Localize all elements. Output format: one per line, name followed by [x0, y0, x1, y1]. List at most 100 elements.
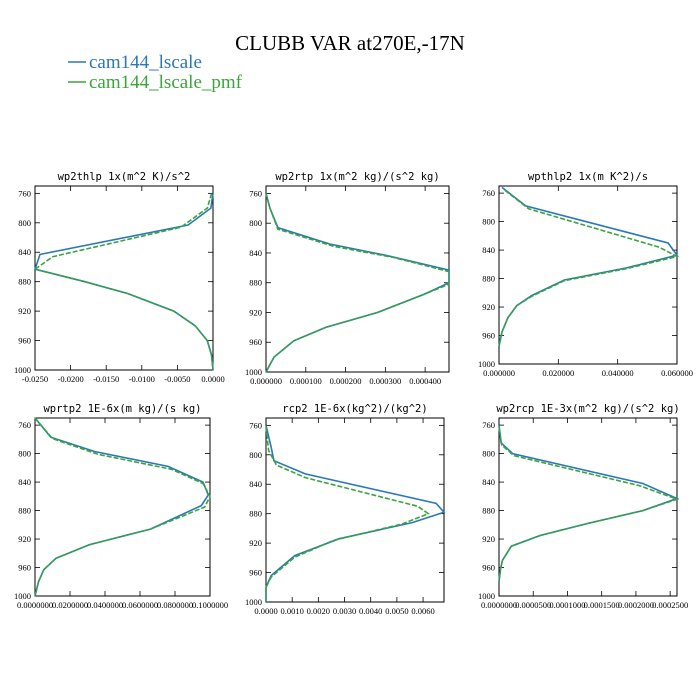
y-tick-label: 880 — [249, 509, 262, 519]
y-tick-label: 760 — [18, 188, 31, 198]
panel-title: wpthlp2 1x(m K^2)/s — [528, 171, 648, 183]
panel-title: wp2rcp 1E-3x(m^2 kg)/(s^2 kg) — [496, 403, 679, 415]
y-tick-label: 920 — [249, 307, 262, 317]
y-tick-label: 760 — [249, 420, 262, 430]
series-line-cam144_lscale_pmf — [265, 426, 430, 602]
panel-4: wprtp2 1E-6x(m kg)/(s kg) 760 800 840 880 920… — [14, 403, 228, 610]
x-tick-label: 0.0040 — [359, 606, 382, 616]
panel-title: wp2thlp 1x(m^2 K)/s^2 — [58, 171, 191, 183]
x-tick-label: 0.0600000 — [122, 600, 158, 610]
y-tick-label: 880 — [482, 506, 495, 516]
y-tick-label: 760 — [249, 188, 262, 198]
x-tick-label: 0.0000500 — [515, 600, 551, 610]
x-tick-label: 0.060000 — [661, 368, 693, 378]
x-tick-label: 0.0001000 — [549, 600, 585, 610]
x-tick-label: 0.0400000 — [87, 600, 123, 610]
panel-title: wp2rtp 1x(m^2 kg)/(s^2 kg) — [275, 171, 439, 183]
x-tick-label: 0.000200 — [330, 376, 362, 386]
y-tick-label: 960 — [249, 568, 262, 578]
y-tick-label: 1000 — [245, 597, 262, 607]
y-tick-label: 920 — [482, 302, 495, 312]
series-line-cam144_lscale_pmf — [498, 426, 680, 582]
x-tick-label: -0.0050 — [164, 374, 190, 384]
y-tick-label: 800 — [482, 449, 495, 459]
y-tick-label: 760 — [482, 420, 495, 430]
y-tick-label: 1000 — [14, 365, 31, 375]
legend: cam144_lscale cam144_lscale_pmf — [68, 52, 243, 93]
y-tick-label: 920 — [482, 534, 495, 544]
y-tick-label: 800 — [18, 449, 31, 459]
panel-title: wprtp2 1E-6x(m kg)/(s kg) — [43, 403, 201, 415]
series-line-cam144_lscale — [33, 193, 214, 371]
y-tick-label: 920 — [18, 306, 31, 316]
y-tick-label: 800 — [18, 218, 31, 228]
x-tick-label: 0.0000000 — [17, 600, 53, 610]
x-tick-label: 0.0020 — [307, 606, 330, 616]
x-tick-label: 0.000000 — [483, 368, 515, 378]
series-line-cam144_lscale — [34, 417, 210, 597]
y-tick-label: 1000 — [478, 359, 495, 369]
series-line-cam144_lscale_pmf — [498, 189, 680, 347]
plot-frame — [265, 417, 445, 603]
x-tick-label: 0.0002000 — [618, 600, 654, 610]
y-tick-label: 760 — [18, 420, 31, 430]
y-tick-label: 920 — [18, 534, 31, 544]
y-tick-label: 800 — [249, 450, 262, 460]
y-tick-label: 960 — [18, 563, 31, 573]
x-tick-label: 0.0800000 — [157, 600, 193, 610]
x-tick-label: 0.0060 — [411, 606, 434, 616]
y-tick-label: 760 — [482, 188, 495, 198]
y-tick-label: 1000 — [14, 591, 31, 601]
y-tick-label: 840 — [482, 477, 495, 487]
x-tick-label: 0.0010 — [280, 606, 303, 616]
x-tick-label: 0.0002500 — [652, 600, 688, 610]
x-tick-label: 0.0000 — [201, 374, 224, 384]
series-line-cam144_lscale_pmf — [34, 417, 211, 597]
x-tick-label: 0.000300 — [369, 376, 401, 386]
x-tick-label: 0.0200000 — [52, 600, 88, 610]
y-tick-label: 880 — [18, 277, 31, 287]
y-tick-label: 960 — [482, 563, 495, 573]
y-tick-label: 960 — [18, 336, 31, 346]
series-line-cam144_lscale — [265, 193, 450, 373]
x-tick-label: 0.0000000 — [481, 600, 517, 610]
y-tick-label: 880 — [18, 506, 31, 516]
x-tick-label: 0.0030 — [333, 606, 356, 616]
panel-1: wp2thlp 1x(m^2 K)/s^2 760 800 840 880 920 960 1… — [14, 171, 225, 384]
x-tick-label: 0.020000 — [542, 368, 574, 378]
y-tick-label: 1000 — [245, 367, 262, 377]
plot-frame — [34, 417, 211, 597]
x-tick-label: 0.1000000 — [192, 600, 228, 610]
panel-3: wpthlp2 1x(m K^2)/s 760 800 840 880 920 960 100… — [478, 171, 693, 378]
y-tick-label: 960 — [482, 331, 495, 341]
series-line-cam144_lscale — [498, 425, 680, 582]
panel-2: wp2rtp 1x(m^2 kg)/(s^2 kg) 760 800 840 880 92… — [245, 171, 450, 386]
y-tick-label: 960 — [249, 337, 262, 347]
x-tick-label: 0.000400 — [409, 376, 441, 386]
y-tick-label: 1000 — [478, 591, 495, 601]
x-tick-label: -0.0200 — [57, 374, 83, 384]
y-tick-label: 920 — [249, 538, 262, 548]
x-tick-label: 0.000100 — [290, 376, 322, 386]
figure-title: CLUBB VAR at270E,-17N — [235, 31, 465, 55]
panel-5: rcp2 1E-6x(kg^2)/(kg^2) 760 800 840 880 920 96… — [245, 403, 446, 616]
panel-6: wp2rcp 1E-3x(m^2 kg)/(s^2 kg)760 800 840 88… — [478, 403, 688, 610]
legend-label-lscale: cam144_lscale — [89, 52, 202, 73]
x-tick-label: 0.040000 — [602, 368, 634, 378]
y-tick-label: 880 — [482, 274, 495, 284]
y-tick-label: 840 — [18, 477, 31, 487]
y-tick-label: 840 — [249, 479, 262, 489]
y-tick-label: 800 — [482, 217, 495, 227]
panel-title: rcp2 1E-6x(kg^2)/(kg^2) — [282, 403, 427, 415]
x-tick-label: 0.0000 — [254, 606, 277, 616]
series-line-cam144_lscale_pmf — [265, 193, 450, 373]
x-tick-label: 0.0001500 — [584, 600, 620, 610]
x-tick-label: 0.0050 — [385, 606, 408, 616]
series-line-cam144_lscale_pmf — [33, 193, 214, 371]
y-tick-label: 840 — [18, 247, 31, 257]
y-tick-label: 880 — [249, 278, 262, 288]
x-tick-label: 0.000000 — [250, 376, 282, 386]
x-tick-label: -0.0100 — [129, 374, 155, 384]
series-line-cam144_lscale — [265, 425, 446, 602]
